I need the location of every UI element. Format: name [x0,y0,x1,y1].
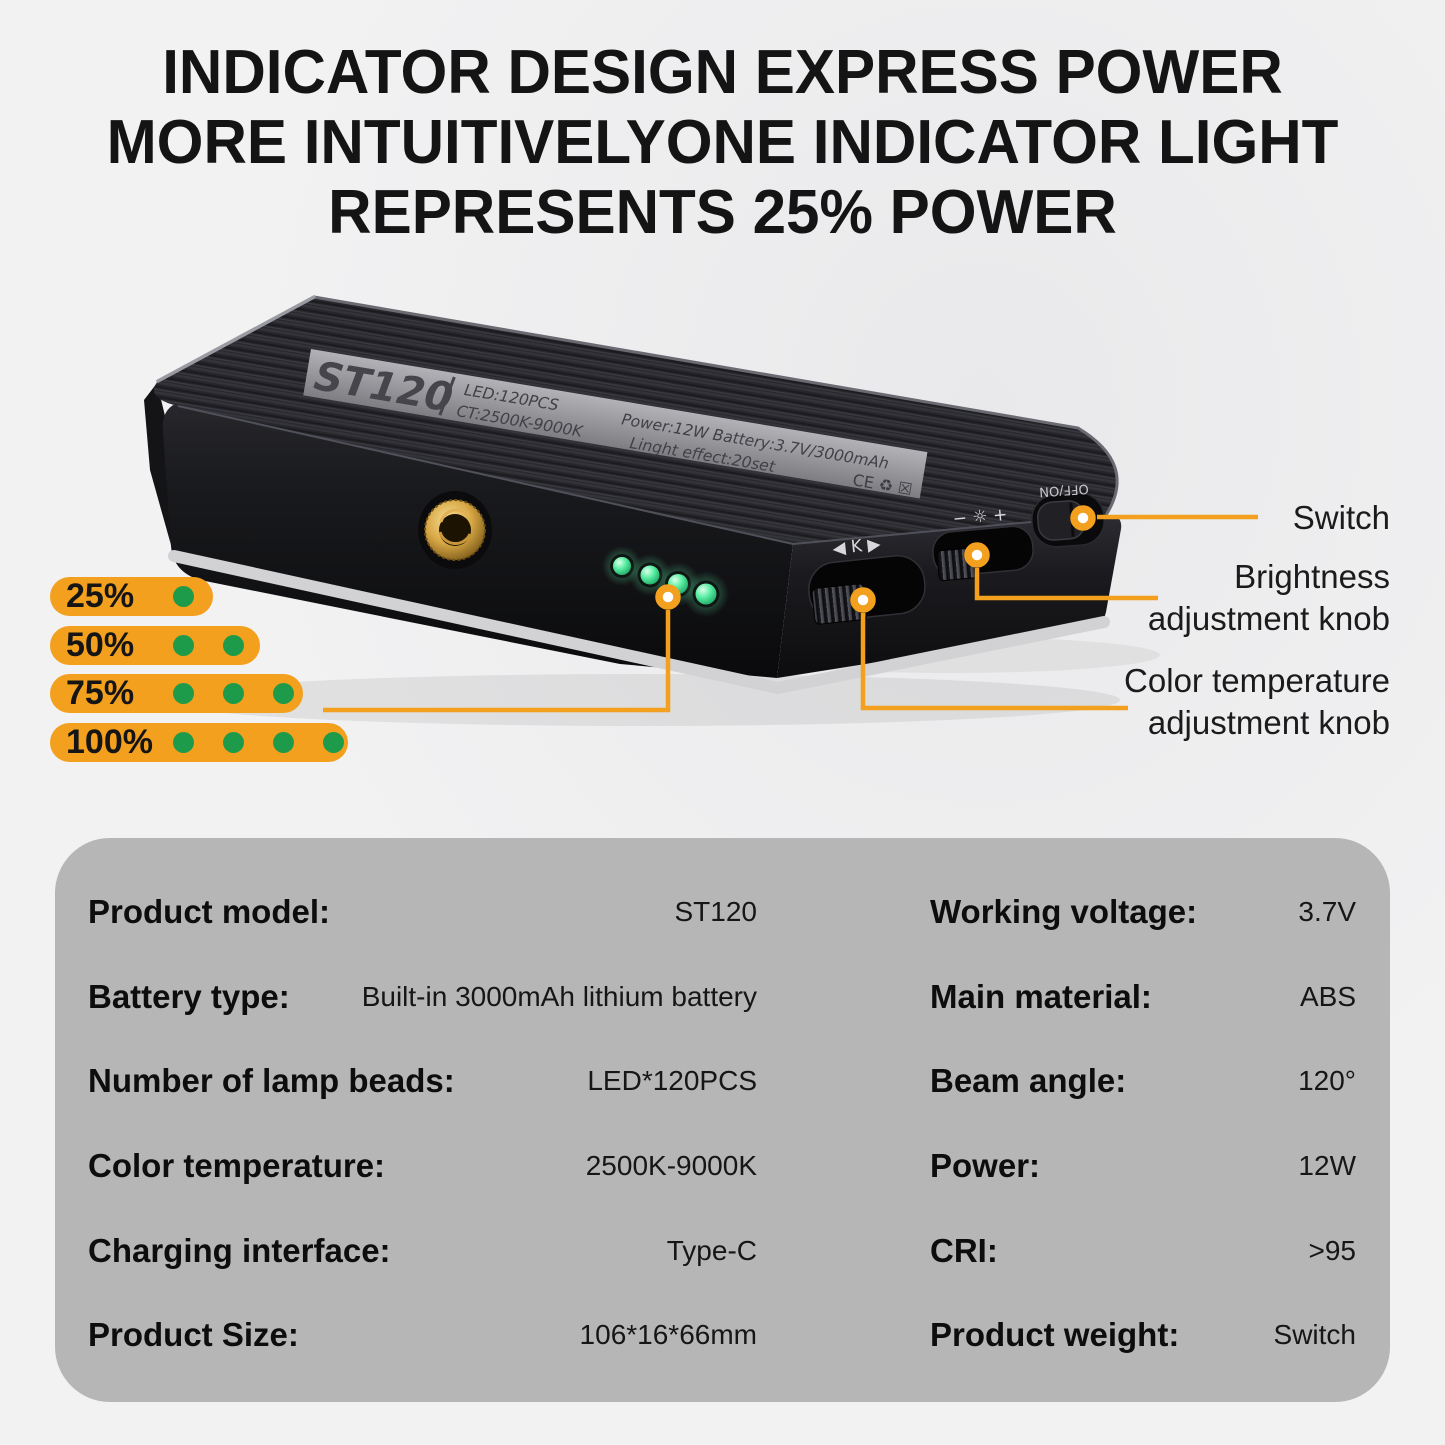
power-pill-75: 75% [50,674,303,713]
led-2 [640,565,660,585]
spec-value: Built-in 3000mAh lithium battery [361,980,757,1012]
spec-row-product-weight: Product weight: Switch [930,1293,1356,1378]
spec-row-power: Power: 12W [930,1124,1356,1209]
power-dot [273,683,294,704]
spec-label: Charging interface: [88,1231,391,1269]
power-pill-label: 25% [66,577,135,615]
marker-switch [1070,505,1096,531]
spec-value: LED*120PCS [587,1065,757,1097]
power-pill-dots [173,586,194,607]
spec-label: Color temperature: [88,1147,386,1185]
spec-label: Number of lamp beads: [88,1062,455,1100]
spec-value: 2500K-9000K [585,1150,757,1182]
power-pill-100: 100% [50,723,348,762]
power-pill-25: 25% [50,577,213,616]
brightness-knob-marking: − ☼ + [952,505,1008,530]
led-1 [613,557,631,575]
power-pill-label: 75% [66,674,135,712]
device-shadow [160,674,1120,726]
power-dot [223,635,244,656]
marker-brightness [964,542,990,568]
spec-value: 120° [1298,1065,1356,1097]
power-dot [323,732,344,753]
spec-value: Type-C [666,1234,757,1266]
marker-color-temp [850,587,876,613]
device-bottom-rim [168,550,1110,694]
spec-column-right: Working voltage: 3.7V Main material: ABS… [930,870,1356,1378]
page-title: INDICATOR DESIGN EXPRESS POWER MORE INTU… [22,38,1424,248]
callout-label-brightness: Brightness adjustment knob [1148,556,1390,640]
spec-value: Switch [1273,1319,1356,1351]
leader-line-leds [323,610,671,713]
marker-leds [655,584,681,610]
power-dot [173,586,194,607]
power-dot [173,635,194,656]
callout-leader-lines [323,514,1258,713]
spec-column-left: Product model: ST120 Battery type: Built… [88,870,757,1378]
power-pill-dots [173,732,344,753]
spec-value: >95 [1308,1234,1357,1266]
led-4 [695,583,717,605]
spec-label: Beam angle: [930,1062,1127,1100]
callout-brightness-line2: adjustment knob [1147,600,1390,637]
spec-label: Product model: [88,893,331,931]
power-pill-dots [173,683,294,704]
spec-label: Product Size: [88,1316,299,1354]
leader-line-color-temp [860,613,1128,711]
spec-label: Product weight: [930,1316,1180,1354]
callout-color-temp-line1: Color temperature [1124,662,1390,699]
device-left-edge-highlight [156,295,316,383]
power-dot [273,732,294,753]
power-dot [173,732,194,753]
spec-label: Main material: [930,977,1152,1015]
callout-label-color-temp: Color temperature adjustment knob [1124,660,1390,744]
spec-value: ABS [1299,980,1356,1012]
spec-label: Working voltage: [930,893,1198,931]
spec-row-working-voltage: Working voltage: 3.7V [930,870,1356,955]
callout-color-temp-line2: adjustment knob [1147,704,1390,741]
spec-value: 12W [1298,1150,1356,1182]
spec-value: ST120 [674,896,758,928]
title-line-1: INDICATOR DESIGN EXPRESS POWER [162,38,1283,107]
power-pill-label: 50% [66,626,135,664]
power-dot [223,683,244,704]
spec-row-color-temperature: Color temperature: 2500K-9000K [88,1124,757,1209]
callout-brightness-line1: Brightness [1234,558,1390,595]
title-line-2: MORE INTUITIVELYONE INDICATOR LIGHT [106,108,1339,177]
device-back-edge [313,295,1119,516]
spec-label: Power: [930,1147,1041,1185]
spec-row-cri: CRI: >95 [930,1208,1356,1293]
leader-line-brightness [974,568,1158,601]
spec-label: CRI: [930,1231,998,1269]
spec-row-charging-interface: Charging interface: Type-C [88,1208,757,1293]
spec-value: 106*16*66mm [579,1319,757,1351]
spec-value: 3.7V [1298,896,1356,928]
power-dot [173,683,194,704]
spec-label: Battery type: [88,977,290,1015]
callout-label-switch: Switch [1293,497,1390,539]
power-pill-50: 50% [50,626,260,665]
spec-row-beam-angle: Beam angle: 120° [930,1039,1356,1124]
spec-row-lamp-beads: Number of lamp beads: LED*120PCS [88,1039,757,1124]
callout-switch-text: Switch [1292,499,1390,536]
spec-row-battery-type: Battery type: Built-in 3000mAh lithium b… [88,955,757,1040]
device-front-ridge [177,405,1107,546]
title-line-3: REPRESENTS 25% POWER [328,178,1117,247]
tripod-thread [418,491,492,569]
callout-markers [655,505,1096,613]
power-dot [223,732,244,753]
switch-off-on-text: OFF/ON [1039,481,1089,499]
spec-table: Product model: ST120 Battery type: Built… [55,838,1390,1402]
power-pill-dots [173,635,244,656]
spec-row-product-size: Product Size: 106*16*66mm [88,1293,757,1378]
power-pill-label: 100% [66,723,153,761]
spec-row-main-material: Main material: ABS [930,955,1356,1040]
spec-row-product-model: Product model: ST120 [88,870,757,955]
